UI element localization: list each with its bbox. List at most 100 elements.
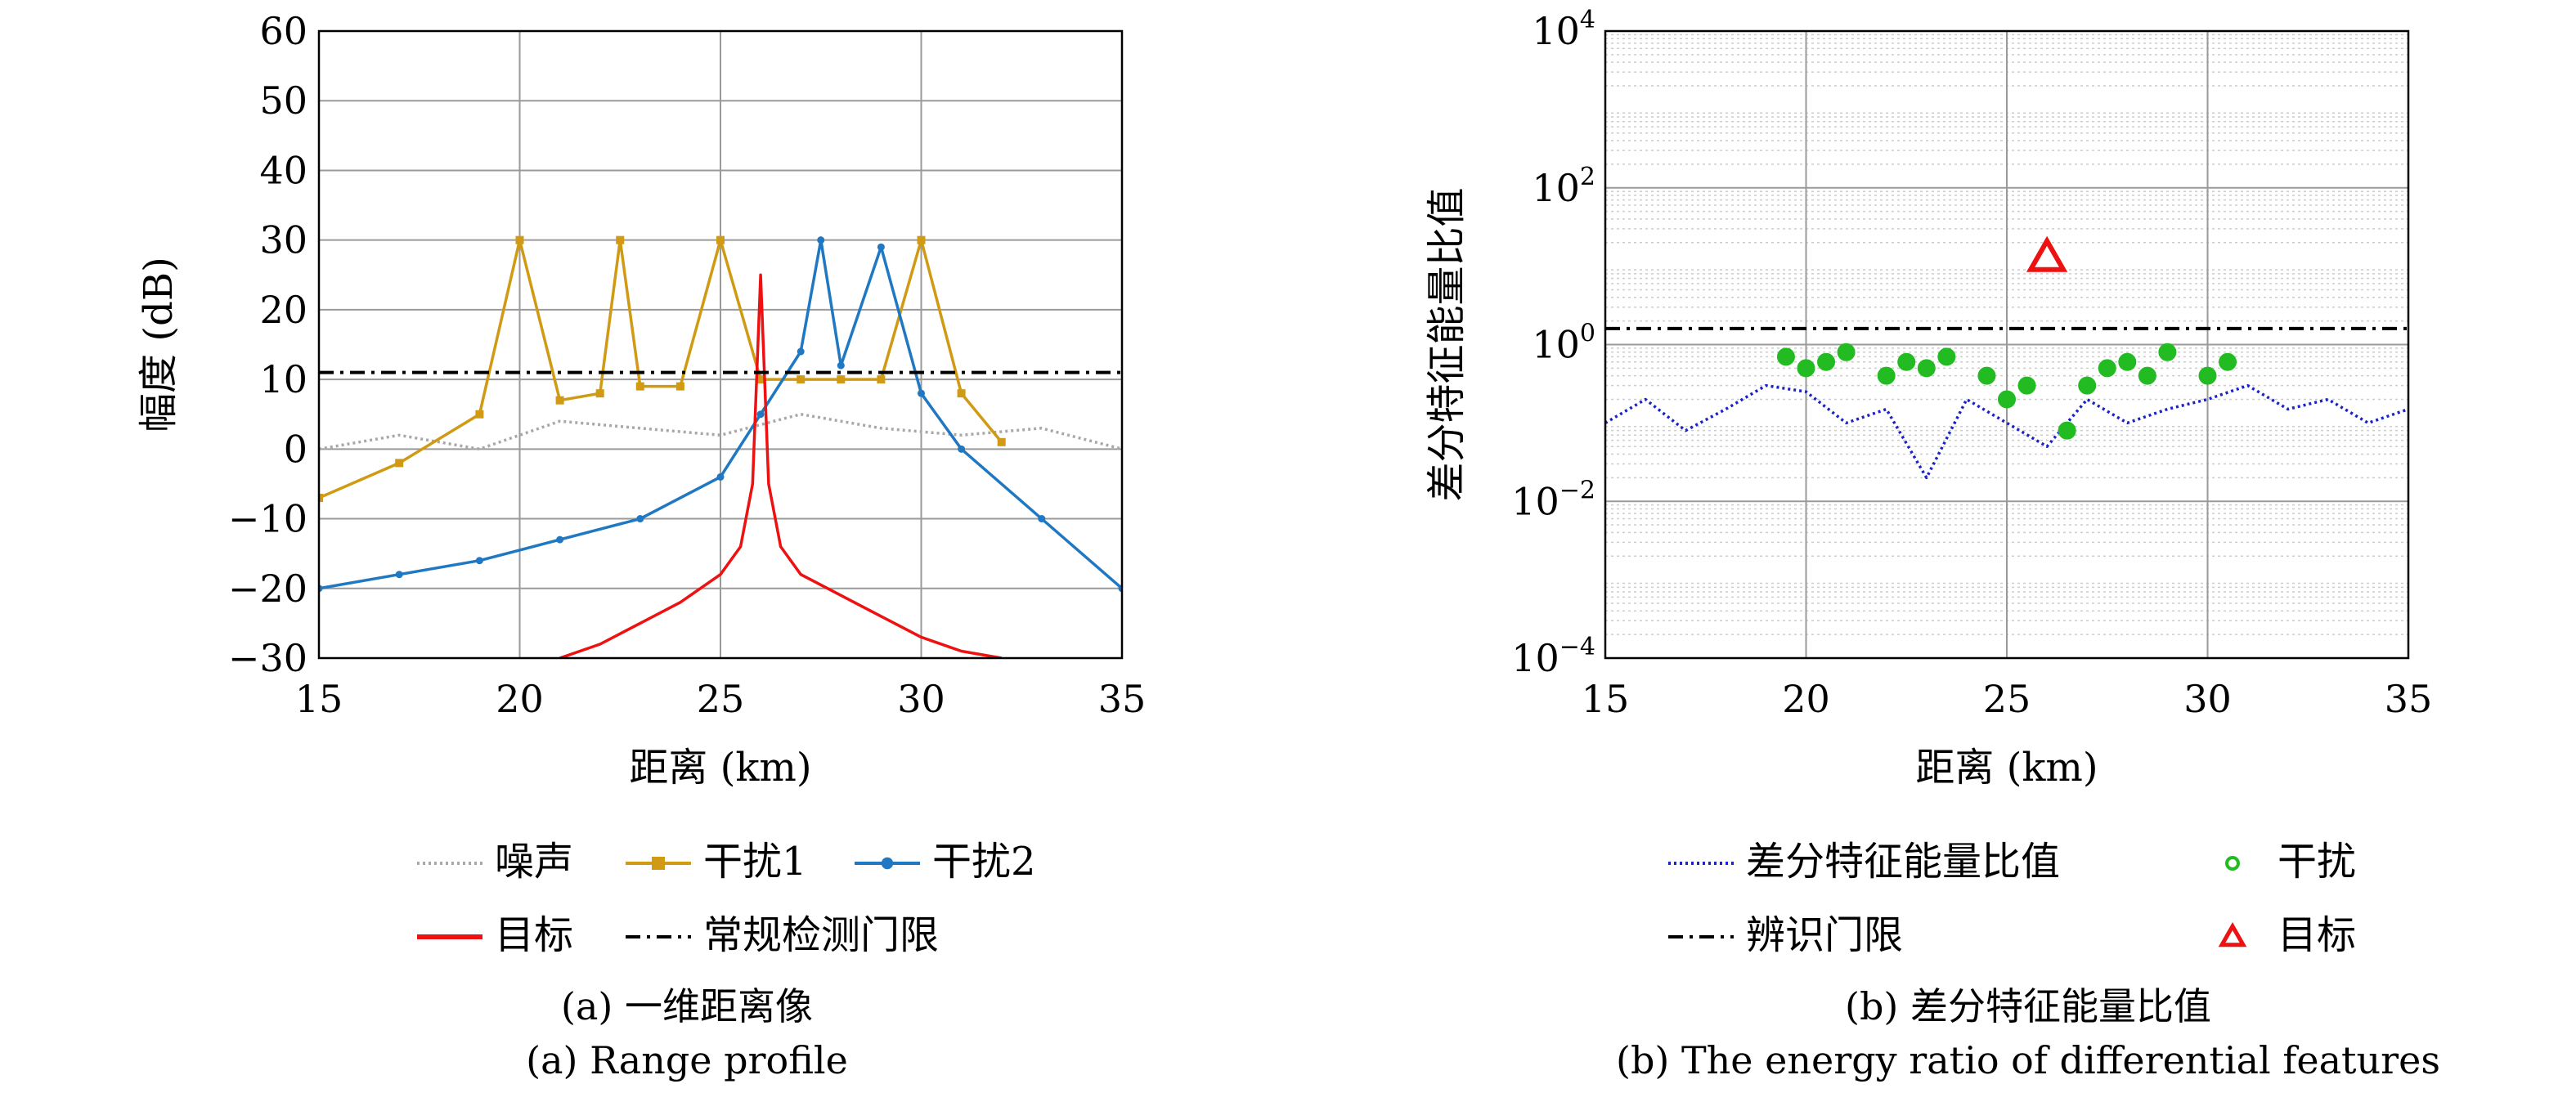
y-tick-label: 102 — [1532, 163, 1595, 210]
series-a-1-point — [716, 235, 725, 244]
series-b-1-point — [2017, 376, 2036, 395]
legend-label: 目标 — [2278, 912, 2356, 958]
x-tick-label: 20 — [1782, 677, 1830, 721]
legend-label: 干扰 — [2278, 839, 2356, 885]
y-tick-label: 20 — [259, 288, 307, 332]
y-tick-label: 50 — [259, 78, 307, 123]
series-b-1-point — [1877, 366, 1896, 385]
series-a-1-point — [797, 375, 806, 384]
series-a-3-line — [559, 273, 1002, 658]
series-b-1-point — [1837, 343, 1856, 361]
series-b-1-point — [1776, 347, 1795, 366]
x-tick-label: 35 — [2385, 677, 2433, 721]
series-a-1-point — [756, 375, 765, 384]
y-tick-label: 104 — [1532, 6, 1595, 53]
series-b-1-point — [1897, 352, 1916, 371]
series-b-1-point — [2118, 352, 2137, 371]
legend-swatch — [2218, 921, 2247, 947]
legend-label: 常规检测门限 — [703, 912, 939, 958]
legend: 噪声 干扰1 干扰2 目标 常规检测门限 — [417, 839, 1036, 958]
plot-area — [319, 235, 1122, 658]
series-b-1-point — [1797, 359, 1815, 378]
series-a-1-point — [395, 459, 404, 468]
series-b-1-point — [1937, 347, 1956, 366]
series-a-1-point — [837, 375, 846, 384]
plot-area — [1605, 235, 2408, 480]
legend-label: 目标 — [495, 912, 573, 958]
series-a-1-point — [475, 410, 484, 419]
series-a-2-point — [395, 571, 403, 579]
legend-label: 辨识门限 — [1746, 912, 1903, 958]
series-b-1-point — [2138, 366, 2156, 385]
x-tick-label: 35 — [1098, 677, 1147, 721]
legend-swatch — [2225, 856, 2240, 871]
x-axis-label: 距离 (km) — [1915, 745, 2098, 791]
legend-label: 噪声 — [495, 839, 573, 885]
series-a-2-point — [1038, 515, 1046, 523]
y-tick-label: 10 — [259, 357, 307, 401]
series-a-2-point — [716, 473, 725, 481]
series-a-1-point — [595, 389, 604, 398]
legend-swatch-marker — [881, 857, 894, 870]
y-axis-label: 差分特征能量比值 — [1424, 187, 1470, 501]
plot-frame — [317, 29, 1124, 660]
x-tick-label: 15 — [1582, 677, 1630, 721]
y-tick-label: 30 — [259, 218, 307, 262]
series-a-1-point — [917, 235, 926, 244]
series-b-1-point — [2158, 343, 2177, 361]
series-a-1-point — [957, 389, 966, 398]
series-b-1-point — [1977, 366, 1996, 385]
series-a-1-point — [515, 235, 524, 244]
series-a-1-point — [997, 437, 1006, 446]
series-a-1-point — [319, 493, 323, 502]
series-b-1-point — [2198, 366, 2217, 385]
legend-label: 干扰2 — [932, 839, 1036, 885]
series-b-1-point — [1817, 352, 1836, 371]
caption-b-en: (b) The energy ratio of differential fea… — [1616, 1038, 2440, 1082]
legend-swatch-marker — [652, 857, 665, 870]
series-a-2-point — [837, 361, 845, 370]
y-tick-label: −20 — [228, 567, 307, 611]
x-axis-label: 距离 (km) — [629, 745, 811, 791]
caption-a-en: (a) Range profile — [526, 1038, 848, 1082]
series-a-1-point — [555, 396, 564, 405]
x-tick-label: 15 — [295, 677, 343, 721]
series-a-1-point — [635, 382, 644, 391]
x-tick-label: 25 — [1983, 677, 2031, 721]
y-tick-label: 10−4 — [1511, 633, 1595, 680]
series-a-2-point — [817, 236, 825, 244]
series-b-1-point — [2078, 376, 2097, 395]
series-a-2-point — [636, 515, 644, 523]
legend-label: 差分特征能量比值 — [1746, 839, 2060, 885]
series-a-1-line — [319, 238, 1003, 499]
series-a-1-point — [616, 235, 625, 244]
x-tick-label: 30 — [897, 677, 945, 721]
y-tick-label: 0 — [284, 427, 307, 471]
y-tick-label: 60 — [259, 9, 307, 53]
y-tick-label: 10−2 — [1511, 476, 1595, 523]
y-tick-label: 40 — [259, 148, 307, 192]
chart-b: 15 20 25 30 35 10−4 10−2 100 102 104 距离 (km) 差分特征能量… — [1424, 6, 2432, 958]
chart-a: 15 20 25 30 35 −30 −20 −10 0 10 20 30 40 50 60 距离 (km) 幅… — [136, 9, 1146, 958]
y-tick-label: −30 — [228, 636, 307, 680]
series-a-1-point — [675, 382, 684, 391]
series-b-1-point — [2219, 352, 2237, 371]
series-b-1-point — [2058, 421, 2076, 440]
x-tick-label: 20 — [496, 677, 544, 721]
series-a-2-point — [797, 347, 805, 356]
series-a-2-point — [877, 243, 885, 251]
series-a-2-point — [918, 389, 925, 397]
series-a-1-point — [877, 375, 886, 384]
series-a-2-point — [556, 535, 564, 544]
series-b-1-point — [2098, 359, 2116, 378]
y-axis-label: 幅度 (dB) — [136, 257, 182, 432]
caption-a-cn: (a) 一维距离像 — [561, 984, 813, 1028]
y-tick-label: −10 — [228, 497, 307, 541]
series-b-2-point — [2026, 235, 2068, 272]
y-tick-label: 100 — [1532, 320, 1595, 367]
legend-label: 干扰1 — [703, 839, 807, 885]
series-a-2-point — [475, 557, 483, 565]
series-b-1-point — [1917, 359, 1936, 378]
